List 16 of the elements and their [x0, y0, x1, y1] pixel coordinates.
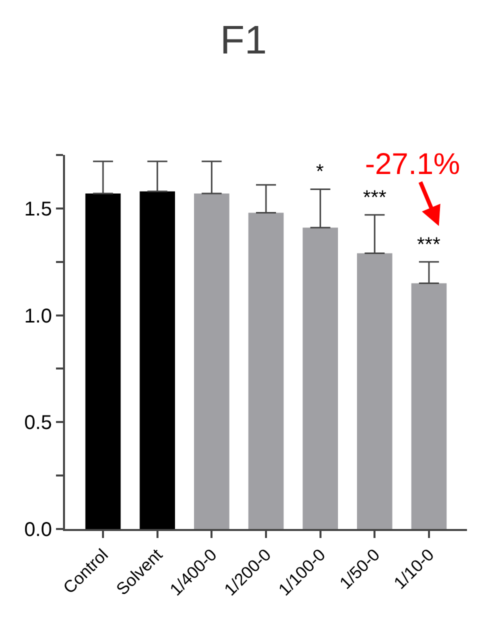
y-tick-label: 1.0 [24, 305, 52, 328]
annotation: -27.1% [365, 148, 460, 181]
y-tick-label: 0.5 [24, 412, 52, 434]
annotation: *** [417, 234, 441, 256]
annotation: * [316, 161, 324, 183]
bar [248, 212, 284, 529]
annotation: *** [363, 187, 387, 209]
bar [85, 193, 121, 529]
bar [302, 228, 338, 529]
bar [356, 253, 392, 529]
bar [411, 283, 447, 529]
chart-title: F1 [220, 18, 267, 62]
y-tick-label: 1.5 [24, 198, 52, 220]
bar [194, 193, 230, 529]
bar [140, 191, 176, 529]
y-tick-label: 0.0 [24, 519, 52, 541]
